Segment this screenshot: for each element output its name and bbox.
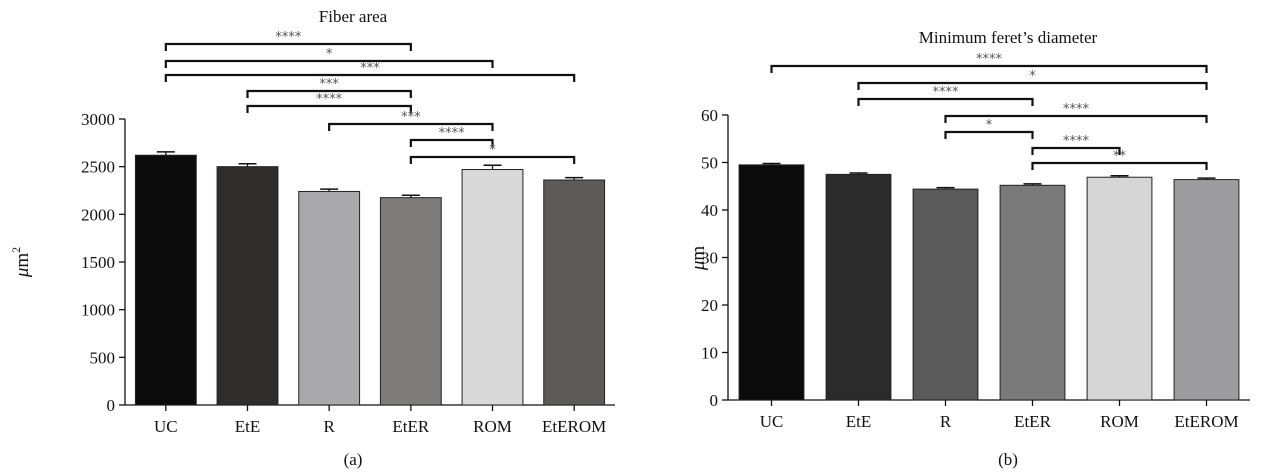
significance-bracket [1031,146,1121,155]
chart-panel-b: Minimum feret’s diameter 0 10 20 30 40 50 60 μm U… [688,28,1250,469]
y-tick-label: 1500 [81,253,115,272]
significance-bracket [1031,161,1208,170]
significance-bracket [246,104,412,113]
significance-bracket [409,138,494,147]
x-tick-label: EtER [1014,412,1051,431]
y-tick-label: 10 [701,344,718,363]
bar-rom [461,169,524,406]
y-tick-label: 20 [701,296,718,315]
significance-label: *** [360,61,380,76]
significance-label: **** [1063,134,1090,149]
bar-r [912,188,979,401]
y-tick-label: 500 [90,348,116,367]
y-tick-label: 0 [710,391,719,410]
y-tick-label: 2000 [81,205,115,224]
x-tick-label: EtE [846,412,872,431]
x-tick-label: EtEROM [1174,412,1238,431]
panel-caption: (a) [344,450,363,469]
bar-eter [379,197,442,406]
bar-eter [999,184,1066,401]
x-tick-label: R [940,412,952,431]
significance-label: * [489,143,496,158]
y-tick-label: 1000 [81,301,115,320]
significance-label: **** [976,52,1003,67]
y-tick-label: 30 [701,249,718,268]
significance-bracket [770,64,1208,73]
significance-label: **** [316,92,343,107]
panel-caption: (b) [998,450,1018,469]
bar-uc [134,154,197,406]
significance-bracket [164,42,412,51]
bar-eterom [543,179,606,406]
x-tick-label: UC [154,417,178,436]
significance-label: * [1029,69,1036,84]
bar-uc [738,164,805,401]
x-tick-label: R [323,417,335,436]
bar-ete [216,166,279,406]
x-tick-label: ROM [1100,412,1139,431]
bar-ete [825,173,892,401]
significance-bracket [164,59,494,68]
significance-bracket [857,81,1208,90]
chart-title: Fiber area [319,7,388,26]
bar-eterom [1173,179,1240,401]
y-tick-label: 0 [107,396,116,415]
significance-bracket [409,155,576,164]
x-tick-label: EtER [392,417,429,436]
y-tick-label: 2500 [81,158,115,177]
y-tick-label: 60 [701,106,718,125]
significance-bracket [944,114,1208,123]
significance-bracket [857,97,1034,106]
y-tick-label: 50 [701,154,718,173]
significance-label: *** [319,77,339,92]
y-axis-label: μm [688,246,709,272]
significance-label: * [986,118,993,133]
significance-bracket [328,122,494,131]
significance-bracket [944,130,1034,139]
significance-label: * [326,47,333,62]
bar-rom [1086,176,1153,401]
y-tick-label: 3000 [81,110,115,129]
x-tick-label: ROM [473,417,512,436]
significance-label: **** [275,30,302,45]
significance-label: **** [1063,102,1090,117]
significance-bracket [164,73,576,82]
chart-panel-a: Fiber area 0 500 1000 1500 2000 2500 3000 μm2 UC E… [9,7,615,469]
bar-r [298,190,361,406]
chart-title: Minimum feret’s diameter [919,28,1098,47]
significance-bracket [246,89,412,98]
x-tick-label: UC [760,412,784,431]
significance-label: ** [1113,149,1127,164]
y-tick-label: 40 [701,201,718,220]
significance-label: *** [401,110,421,125]
significance-label: **** [439,126,466,141]
x-tick-label: EtEROM [542,417,606,436]
x-tick-label: EtE [235,417,261,436]
significance-label: **** [933,85,960,100]
y-axis-label: μm2 [9,247,33,278]
